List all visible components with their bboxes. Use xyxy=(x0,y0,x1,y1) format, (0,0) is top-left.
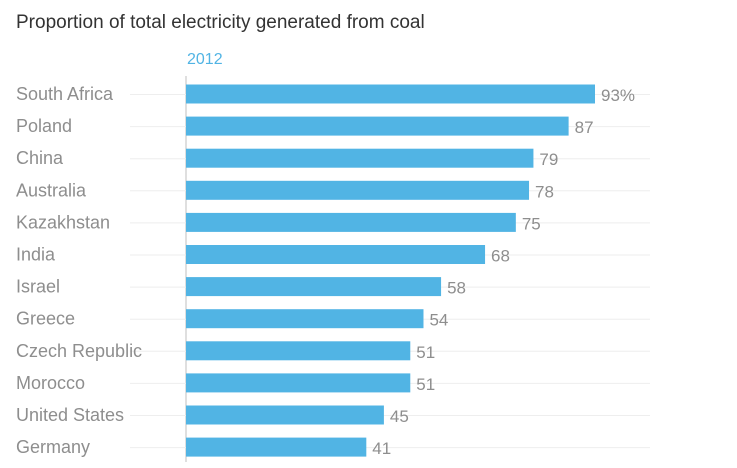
value-label: 87 xyxy=(575,118,594,137)
value-label: 41 xyxy=(372,439,391,458)
category-label: China xyxy=(16,148,64,168)
category-label: Kazakhstan xyxy=(16,212,110,232)
category-label: India xyxy=(16,245,56,265)
bar xyxy=(186,116,569,136)
series-year-label: 2012 xyxy=(187,51,223,68)
bar xyxy=(186,84,595,104)
bar xyxy=(186,245,486,264)
bar xyxy=(186,212,516,232)
value-label: 45 xyxy=(390,407,409,426)
category-label: Czech Republic xyxy=(16,341,142,361)
value-label: 78 xyxy=(535,182,554,201)
category-label: Morocco xyxy=(16,373,85,393)
value-label: 58 xyxy=(447,279,466,298)
category-label: South Africa xyxy=(16,84,114,104)
value-label: 75 xyxy=(522,214,541,233)
category-label: Australia xyxy=(16,180,87,200)
category-label: Poland xyxy=(16,116,72,136)
value-label: 51 xyxy=(416,375,435,394)
value-label: 79 xyxy=(539,150,558,169)
value-label: 93% xyxy=(601,86,635,105)
value-label: 54 xyxy=(429,311,448,330)
bar xyxy=(186,180,530,200)
category-label: United States xyxy=(16,405,124,425)
bar xyxy=(186,309,424,329)
value-label: 51 xyxy=(416,343,435,362)
bar xyxy=(186,277,442,297)
bar xyxy=(186,373,411,393)
value-label: 68 xyxy=(491,247,510,266)
bar xyxy=(186,437,367,457)
category-label: Israel xyxy=(16,277,60,297)
bar xyxy=(186,148,534,168)
category-label: Germany xyxy=(16,437,90,457)
bar xyxy=(186,405,384,425)
bar xyxy=(186,341,411,361)
chart-title: Proportion of total electricity generate… xyxy=(16,12,425,33)
category-label: Greece xyxy=(16,309,75,329)
